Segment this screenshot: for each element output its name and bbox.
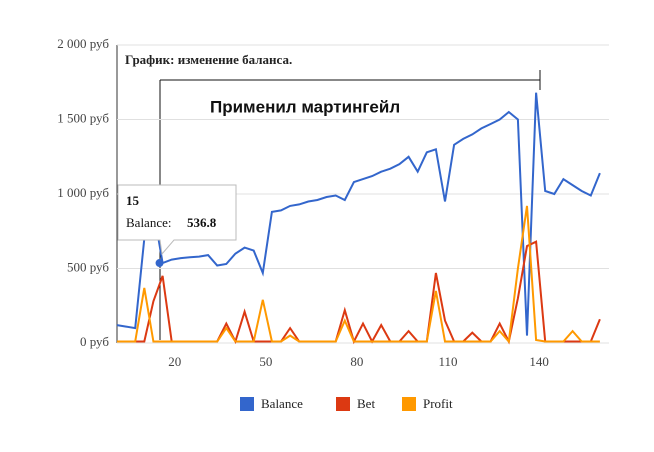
- legend-swatch: [402, 397, 416, 411]
- annotation: Применил мартингейл: [210, 97, 400, 116]
- legend-swatch: [336, 397, 350, 411]
- legend-swatch: [240, 397, 254, 411]
- x-tick-label: 50: [259, 354, 272, 369]
- y-tick-label: 500 руб: [67, 259, 109, 274]
- y-tick-label: 1 500 руб: [57, 110, 109, 125]
- x-tick-label: 80: [350, 354, 363, 369]
- series-line: [117, 205, 600, 344]
- tooltip-label: Balance:: [126, 215, 171, 230]
- tooltip: 15 Balance: 536.8: [117, 184, 237, 256]
- plot: [116, 44, 609, 345]
- tooltip-x: 15: [126, 193, 140, 208]
- x-tick-label: 140: [529, 354, 549, 369]
- y-tick-label: 0 руб: [80, 334, 109, 349]
- tooltip-value: 536.8: [187, 215, 217, 230]
- legend-label: Balance: [261, 396, 303, 411]
- chart-title: График: изменение баланса.: [125, 52, 292, 67]
- tooltip-point: [155, 259, 164, 268]
- x-tick-label: 20: [168, 354, 181, 369]
- series-line: [116, 92, 601, 336]
- y-tick-label: 1 000 руб: [57, 185, 109, 200]
- tooltip-box: [117, 184, 237, 256]
- x-tick-label: 110: [439, 354, 458, 369]
- legend-label: Profit: [423, 396, 453, 411]
- y-tick-label: 2 000 руб: [57, 36, 109, 51]
- legend-label: Bet: [357, 396, 375, 411]
